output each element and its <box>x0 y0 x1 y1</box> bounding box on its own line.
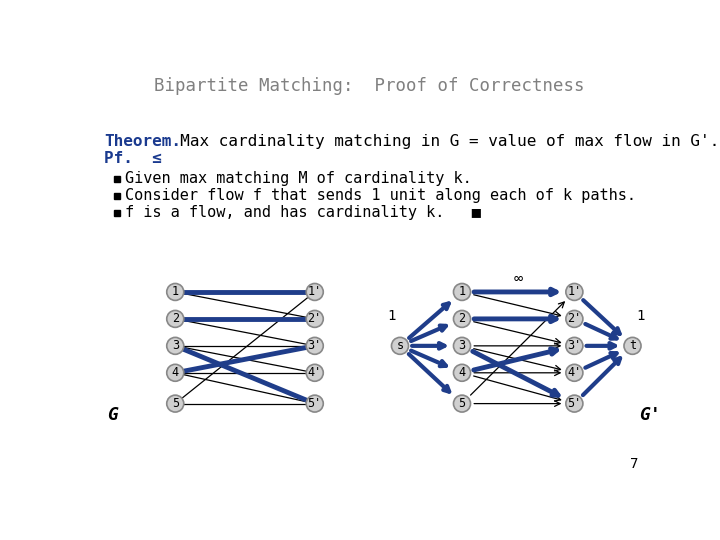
Text: 2: 2 <box>171 313 179 326</box>
Text: 3': 3' <box>567 339 582 353</box>
Text: t: t <box>629 339 636 353</box>
Text: 4: 4 <box>459 366 466 379</box>
Circle shape <box>306 338 323 354</box>
Text: Max cardinality matching in G = value of max flow in G'.: Max cardinality matching in G = value of… <box>161 134 719 149</box>
Text: ∞: ∞ <box>513 271 523 286</box>
Text: 1: 1 <box>171 286 179 299</box>
Text: s: s <box>397 339 404 353</box>
Circle shape <box>306 364 323 381</box>
Circle shape <box>392 338 408 354</box>
Circle shape <box>167 338 184 354</box>
Circle shape <box>167 395 184 412</box>
Text: 5': 5' <box>307 397 322 410</box>
Text: Bipartite Matching:  Proof of Correctness: Bipartite Matching: Proof of Correctness <box>154 77 584 96</box>
Text: 5': 5' <box>567 397 582 410</box>
Text: Theorem.: Theorem. <box>104 134 181 149</box>
Text: 2: 2 <box>459 313 466 326</box>
Text: Pf.  ≤: Pf. ≤ <box>104 151 162 166</box>
Circle shape <box>566 310 583 327</box>
Circle shape <box>306 395 323 412</box>
Text: 1': 1' <box>567 286 582 299</box>
Circle shape <box>454 284 471 300</box>
Circle shape <box>566 364 583 381</box>
Circle shape <box>167 284 184 300</box>
Text: Consider flow f that sends 1 unit along each of k paths.: Consider flow f that sends 1 unit along … <box>125 188 636 203</box>
Circle shape <box>566 395 583 412</box>
Circle shape <box>454 395 471 412</box>
Text: G': G' <box>639 406 660 424</box>
Circle shape <box>566 338 583 354</box>
Circle shape <box>454 310 471 327</box>
Text: 1: 1 <box>459 286 466 299</box>
Text: 4': 4' <box>567 366 582 379</box>
Circle shape <box>566 284 583 300</box>
Text: 1: 1 <box>636 309 644 323</box>
Text: 3: 3 <box>171 339 179 353</box>
Circle shape <box>167 364 184 381</box>
Text: 4': 4' <box>307 366 322 379</box>
Circle shape <box>167 310 184 327</box>
Text: G: G <box>107 406 118 424</box>
Text: 3: 3 <box>459 339 466 353</box>
Text: 1': 1' <box>307 286 322 299</box>
Circle shape <box>306 284 323 300</box>
Text: 5: 5 <box>171 397 179 410</box>
Circle shape <box>624 338 641 354</box>
Text: f is a flow, and has cardinality k.   ■: f is a flow, and has cardinality k. ■ <box>125 205 481 220</box>
Circle shape <box>454 364 471 381</box>
Text: 7: 7 <box>630 457 639 471</box>
Text: 1: 1 <box>388 309 396 323</box>
Text: 2': 2' <box>567 313 582 326</box>
Circle shape <box>306 310 323 327</box>
Text: 4: 4 <box>171 366 179 379</box>
Text: 3': 3' <box>307 339 322 353</box>
Text: 2': 2' <box>307 313 322 326</box>
Circle shape <box>454 338 471 354</box>
Text: Given max matching M of cardinality k.: Given max matching M of cardinality k. <box>125 171 472 186</box>
Text: 5: 5 <box>459 397 466 410</box>
